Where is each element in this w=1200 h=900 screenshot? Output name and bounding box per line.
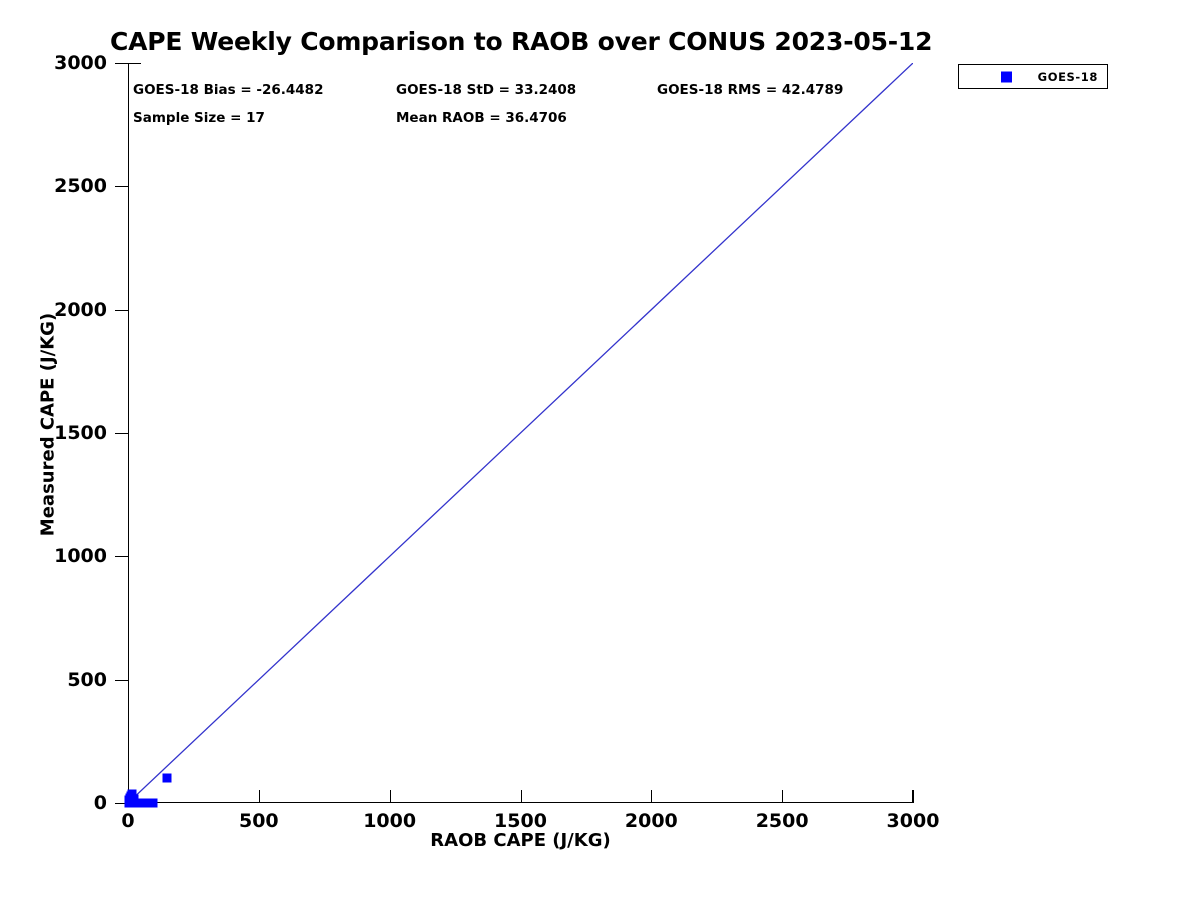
legend-label-goes-18: GOES-18	[1037, 69, 1098, 84]
y-tick: 2500	[54, 175, 128, 197]
y-axis-label: Measured CAPE (J/KG)	[37, 312, 59, 537]
y-tick-label: 1000	[54, 545, 107, 568]
y-tick-label: 3000	[54, 52, 107, 74]
x-tick-label: 2000	[624, 810, 678, 832]
x-axis-label: RAOB CAPE (J/KG)	[430, 830, 611, 851]
plot-area: 0 500 1000 1500 2000 2500 3000 0 500 1000 1500 200…	[54, 52, 939, 832]
stat-bias: GOES-18 Bias = -26.4482	[133, 82, 324, 98]
x-tick-label: 1500	[494, 810, 547, 832]
y-tick-label: 2500	[54, 175, 107, 198]
one-to-one-reference-line	[128, 63, 913, 803]
y-axis-line	[128, 63, 129, 803]
right-axis-stub	[912, 790, 913, 803]
x-tick-label: 3000	[886, 810, 940, 832]
stat-std: GOES-18 StD = 33.2408	[396, 82, 577, 98]
y-tick: 1000	[54, 545, 128, 567]
y-tick: 1500	[54, 422, 128, 444]
top-axis-stub	[128, 63, 141, 64]
y-tick: 3000	[54, 52, 128, 74]
legend-swatch-goes-18	[1001, 71, 1012, 82]
chart-title: CAPE Weekly Comparison to RAOB over CONU…	[110, 27, 933, 56]
stat-rms: GOES-18 RMS = 42.4789	[657, 82, 844, 98]
x-tick: 3000	[887, 790, 939, 832]
chart-legend: GOES-18	[958, 64, 1108, 89]
x-tick-label: 500	[238, 810, 279, 832]
y-tick-label: 500	[67, 668, 107, 691]
x-tick: 2000	[625, 790, 678, 832]
y-tick-label: 1500	[54, 422, 107, 444]
y-tick: 2000	[54, 299, 128, 321]
y-tick: 500	[67, 669, 128, 691]
x-tick: 1000	[363, 790, 416, 832]
stat-sample-size: Sample Size = 17	[133, 110, 265, 126]
x-tick-label: 1000	[363, 810, 417, 832]
y-tick-label: 0	[93, 792, 107, 814]
x-tick: 2500	[756, 790, 809, 832]
stat-mean-raob: Mean RAOB = 36.4706	[396, 110, 567, 126]
x-tick-label: 0	[121, 810, 135, 832]
x-tick: 1500	[494, 790, 547, 832]
y-tick-label: 2000	[54, 298, 107, 321]
x-tick-label: 2500	[755, 810, 809, 832]
y-tick: 0	[94, 792, 128, 814]
x-tick: 500	[239, 790, 279, 832]
